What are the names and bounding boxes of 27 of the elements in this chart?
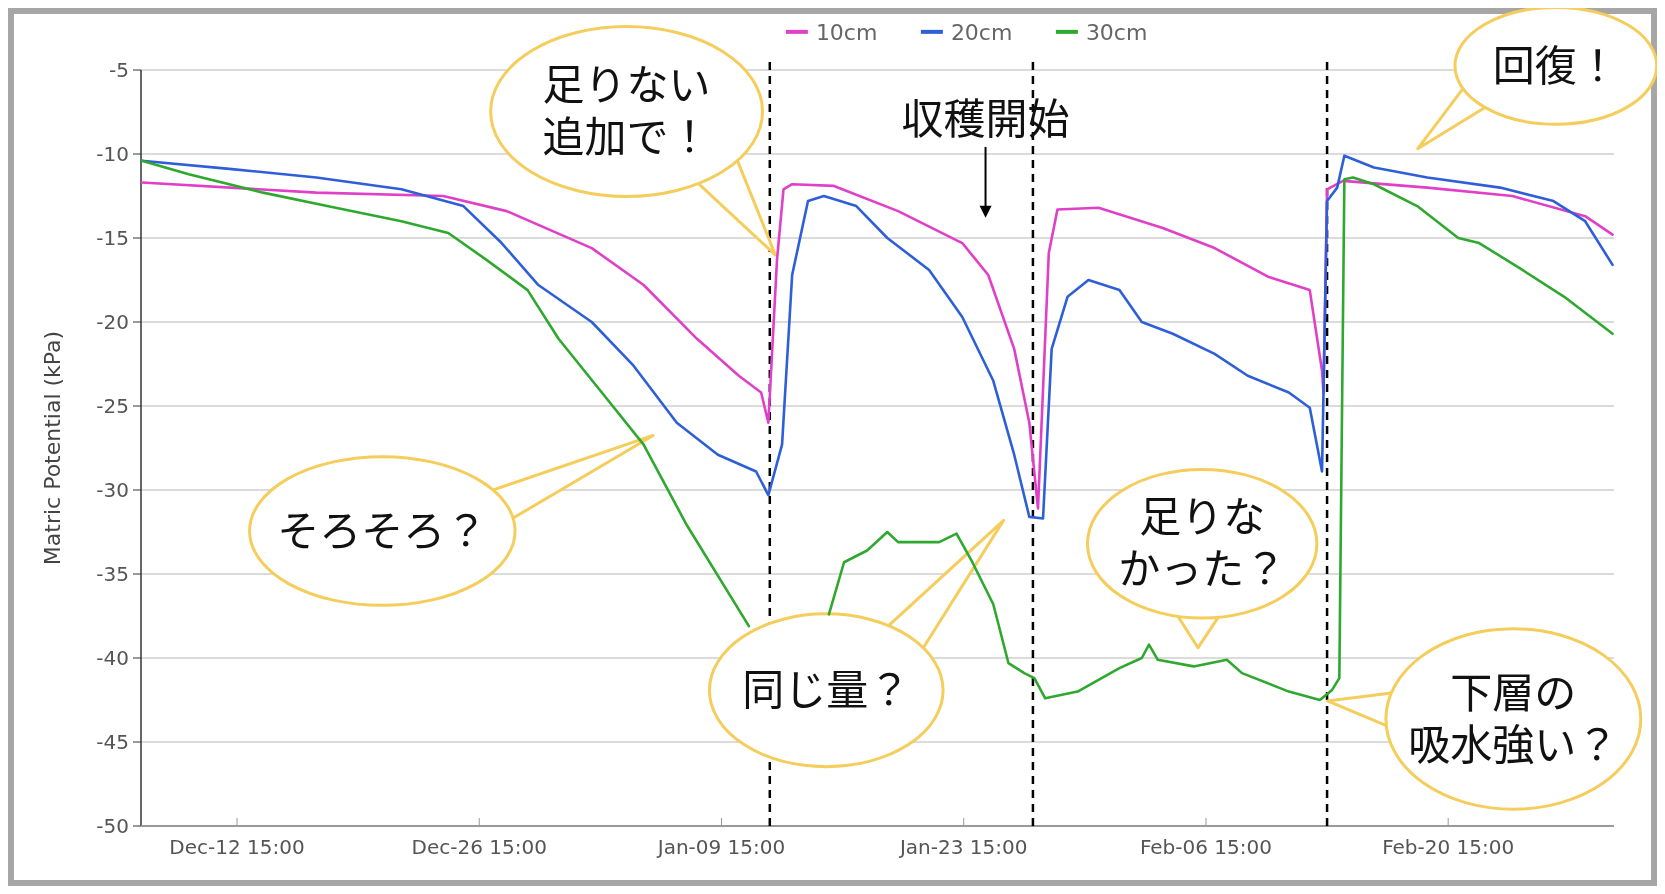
- legend-label: 20cm: [950, 19, 1013, 45]
- x-tick-label: Dec-26 15:00: [411, 835, 547, 859]
- y-tick-label: -35: [96, 562, 129, 586]
- y-axis-title: Matric Potential (kPa): [40, 330, 65, 566]
- y-tick-label: -25: [96, 394, 129, 418]
- y-tick-label: -50: [96, 814, 129, 838]
- y-tick-label: -45: [96, 730, 129, 754]
- y-tick-label: -15: [96, 226, 129, 250]
- annotation: 下層の吸水強い？: [1408, 658, 1619, 772]
- annotation: 同じ量？: [742, 656, 911, 717]
- x-tick-label: Jan-23 15:00: [897, 835, 1028, 859]
- annotation: 収穫開始: [901, 84, 1070, 146]
- annotation: 回復！: [1492, 31, 1619, 93]
- x-tick-label: Feb-06 15:00: [1139, 835, 1272, 859]
- y-tick-label: -20: [96, 310, 129, 334]
- annotation: 足りない追加で！: [542, 51, 711, 165]
- annotation: そろそろ？: [277, 496, 488, 558]
- legend-label: 10cm: [815, 19, 878, 45]
- annotation: 足りなかった？: [1118, 483, 1287, 597]
- x-tick-label: Jan-09 15:00: [655, 835, 786, 859]
- x-tick-label: Dec-12 15:00: [169, 835, 305, 859]
- y-tick-label: -30: [96, 478, 129, 502]
- legend-label: 30cm: [1085, 19, 1148, 45]
- y-tick-label: -5: [109, 58, 129, 82]
- y-tick-label: -10: [96, 142, 129, 166]
- x-tick-label: Feb-20 15:00: [1382, 835, 1515, 859]
- y-tick-label: -40: [96, 646, 129, 670]
